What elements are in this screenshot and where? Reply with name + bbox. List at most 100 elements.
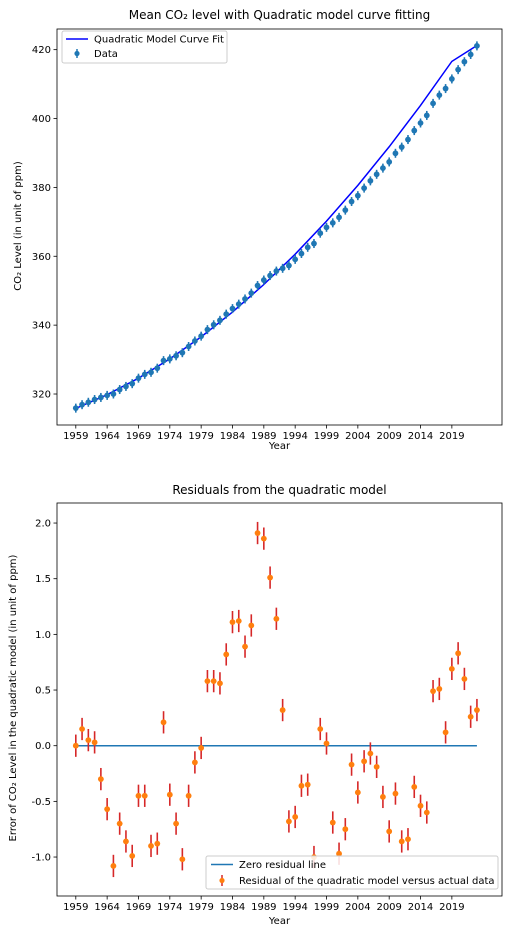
data-point bbox=[242, 296, 248, 302]
y-tick-label: 340 bbox=[32, 321, 51, 332]
data-point bbox=[342, 826, 349, 833]
data-point bbox=[135, 792, 142, 799]
data-point bbox=[455, 650, 462, 657]
data-point bbox=[423, 112, 430, 119]
data-point bbox=[304, 244, 311, 251]
data-point bbox=[423, 809, 430, 816]
x-tick-label: 1979 bbox=[188, 902, 213, 913]
data-point bbox=[154, 365, 161, 372]
residuals-chart: Residuals from the quadratic model Year … bbox=[8, 483, 503, 927]
y-tick-label: 0.5 bbox=[35, 686, 51, 697]
x-tick-label: 1994 bbox=[282, 902, 307, 913]
data-point bbox=[392, 790, 399, 797]
x-tick-label: 1984 bbox=[220, 431, 245, 442]
legend-entry-data: Data bbox=[94, 49, 118, 60]
data-point bbox=[373, 171, 380, 178]
data-point bbox=[311, 240, 317, 247]
y-tick-label: 400 bbox=[32, 114, 51, 125]
data-point bbox=[79, 401, 85, 408]
data-point bbox=[279, 265, 286, 272]
data-point bbox=[380, 794, 386, 800]
x-tick-label: 2019 bbox=[439, 902, 464, 913]
x-tick-label: 1964 bbox=[94, 431, 119, 442]
x-tick-label: 1979 bbox=[188, 431, 213, 442]
data-point bbox=[104, 392, 111, 399]
data-point bbox=[367, 750, 374, 757]
data-point bbox=[286, 262, 292, 269]
data-point bbox=[474, 707, 480, 713]
data-point bbox=[141, 792, 148, 799]
x-tick-label: 1999 bbox=[314, 902, 339, 913]
data-point bbox=[223, 311, 230, 318]
y-tick-label: -1.0 bbox=[31, 853, 51, 864]
data-point bbox=[85, 737, 92, 744]
y-tick-label: 380 bbox=[32, 183, 51, 194]
data-point bbox=[129, 853, 136, 859]
data-point bbox=[166, 355, 173, 362]
y-tick-label: 420 bbox=[32, 45, 51, 56]
data-point bbox=[210, 678, 217, 685]
data-point bbox=[191, 759, 198, 766]
x-tick-label: 1969 bbox=[126, 902, 151, 913]
legend-marker-swatch bbox=[74, 50, 80, 57]
data-point bbox=[123, 838, 129, 845]
data-point bbox=[461, 676, 468, 682]
data-point bbox=[235, 618, 242, 624]
data-point bbox=[104, 806, 111, 813]
data-point bbox=[373, 763, 380, 770]
data-point bbox=[204, 326, 211, 333]
y-tick-label: 1.0 bbox=[35, 630, 51, 641]
data-point bbox=[398, 838, 405, 845]
data-point bbox=[254, 530, 261, 536]
legend-entry-zero-line: Zero residual line bbox=[239, 860, 326, 871]
data-point bbox=[123, 383, 129, 390]
data-point bbox=[198, 333, 205, 340]
data-point bbox=[185, 343, 192, 350]
co2-level-chart: Mean CO₂ level with Quadratic model curv… bbox=[13, 8, 503, 452]
data-point bbox=[342, 207, 349, 214]
data-point bbox=[348, 198, 355, 205]
x-tick-label: 2009 bbox=[376, 431, 401, 442]
data-point bbox=[348, 761, 355, 768]
data-point bbox=[336, 850, 342, 857]
data-point bbox=[229, 305, 236, 312]
data-point bbox=[336, 214, 342, 221]
data-point bbox=[317, 726, 324, 732]
data-point bbox=[79, 726, 85, 732]
data-point bbox=[323, 224, 330, 231]
data-point bbox=[405, 836, 411, 843]
data-point bbox=[242, 643, 248, 650]
data-point bbox=[260, 277, 267, 283]
data-point bbox=[448, 76, 455, 82]
y-tick-label: 360 bbox=[32, 252, 51, 263]
data-point bbox=[430, 688, 436, 695]
x-tick-label: 1989 bbox=[251, 902, 276, 913]
x-tick-label: 2014 bbox=[408, 431, 433, 442]
x-tick-label: 2004 bbox=[345, 902, 370, 913]
data-point bbox=[179, 349, 186, 356]
data-point bbox=[298, 250, 305, 257]
y-tick-label: 0.0 bbox=[35, 741, 51, 752]
data-point bbox=[411, 783, 418, 790]
x-tick-label: 1999 bbox=[314, 431, 339, 442]
x-tick-label: 1959 bbox=[63, 902, 88, 913]
data-point bbox=[386, 159, 393, 165]
data-point bbox=[329, 819, 336, 826]
data-point bbox=[273, 615, 280, 622]
data-point bbox=[304, 781, 311, 788]
x-tick-label: 1974 bbox=[157, 431, 182, 442]
x-tick-label: 1959 bbox=[63, 431, 88, 442]
data-point bbox=[204, 678, 211, 685]
data-point bbox=[354, 789, 361, 796]
data-point bbox=[386, 828, 393, 835]
data-point bbox=[474, 42, 480, 49]
data-point bbox=[380, 165, 386, 172]
data-point bbox=[367, 177, 374, 184]
data-point bbox=[417, 120, 424, 126]
x-tick-label: 1994 bbox=[282, 431, 307, 442]
data-point bbox=[354, 192, 361, 199]
x-tick-label: 1974 bbox=[157, 902, 182, 913]
data-point bbox=[116, 820, 123, 827]
data-point bbox=[185, 792, 192, 799]
